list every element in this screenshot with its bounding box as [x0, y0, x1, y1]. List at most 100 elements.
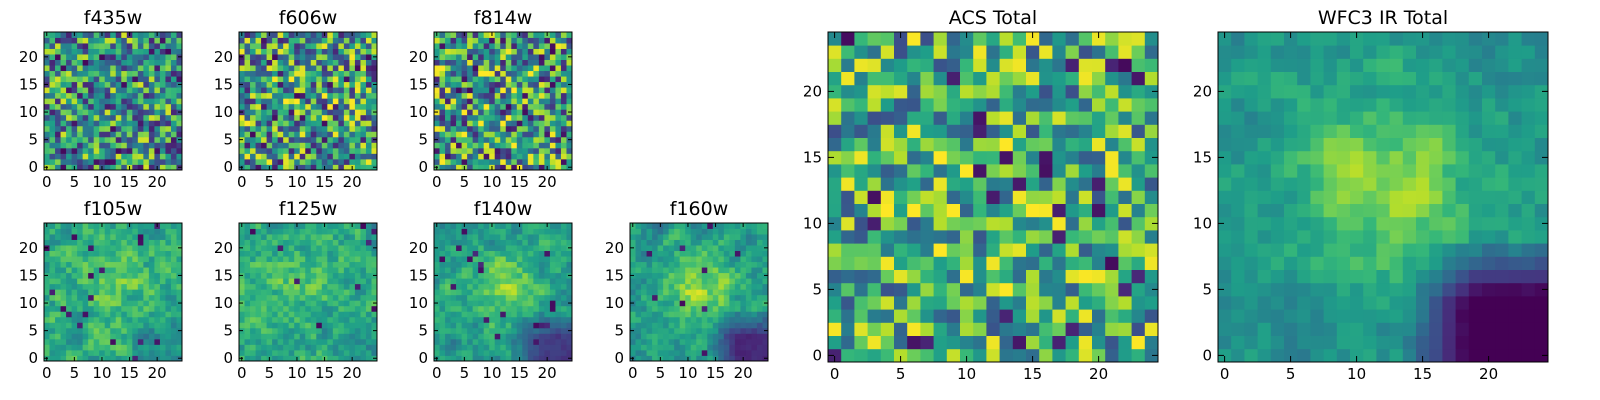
heatmap-cell [165, 289, 172, 296]
heatmap-cell [44, 267, 50, 274]
heatmap-cell [461, 158, 468, 165]
heatmap-cell [522, 153, 529, 160]
heatmap-cell [527, 48, 534, 55]
heatmap-cell [115, 355, 122, 362]
heatmap-cell [505, 158, 512, 165]
heatmap-cell [544, 327, 551, 334]
heatmap-cell [500, 316, 507, 323]
heatmap-cell [740, 272, 747, 279]
heatmap-cell [66, 147, 72, 154]
heatmap-cell [266, 114, 273, 121]
heatmap-cell [305, 65, 312, 72]
heatmap-cell [538, 338, 545, 345]
heatmap-cell [115, 37, 122, 44]
heatmap-cell [522, 283, 529, 290]
heatmap-cell [121, 103, 128, 110]
heatmap-cell [354, 355, 361, 362]
heatmap-cell [49, 349, 56, 356]
heatmap-cell [126, 300, 133, 307]
heatmap-cell [960, 269, 974, 284]
heatmap-cell [327, 239, 334, 246]
heatmap-cell [841, 296, 855, 310]
heatmap-cell [71, 333, 78, 340]
heatmap-cell [49, 278, 56, 285]
heatmap-cell [365, 344, 372, 351]
heatmap-cell [165, 278, 172, 285]
heatmap-cell [327, 228, 334, 235]
heatmap-cell [49, 103, 56, 110]
heatmap-cell [316, 234, 323, 240]
heatmap-cell [652, 223, 658, 229]
heatmap-cell [445, 98, 451, 105]
heatmap-cell [305, 43, 312, 49]
heatmap-cell [126, 272, 133, 279]
heatmap-cell [159, 87, 166, 94]
heatmap-cell [489, 54, 496, 60]
heatmap-cell [66, 92, 72, 99]
heatmap-cell [690, 245, 697, 251]
heatmap-cell [646, 289, 653, 296]
heatmap-cell [483, 272, 490, 279]
heatmap-cell [999, 348, 1014, 363]
heatmap-cell [516, 98, 523, 105]
heatmap-cell [250, 153, 256, 160]
heatmap-cell [261, 103, 267, 110]
heatmap-cell [371, 142, 378, 149]
heatmap-cell [137, 355, 144, 362]
heatmap-cell [472, 158, 479, 165]
heatmap-cell [511, 125, 518, 132]
heatmap-cell [718, 355, 725, 362]
heatmap-cell [299, 120, 306, 127]
heatmap-cell [261, 327, 267, 334]
heatmap-cell [283, 316, 290, 323]
heatmap-cell [751, 294, 758, 301]
heatmap-cell [729, 327, 736, 334]
heatmap-cell [338, 239, 345, 246]
heatmap-cell [734, 305, 741, 312]
heatmap-cell [71, 136, 78, 143]
heatmap-cell [516, 327, 523, 334]
heatmap-cell [71, 59, 78, 66]
heatmap-cell [549, 109, 556, 116]
heatmap-cell [132, 250, 139, 257]
heatmap-cell [137, 114, 144, 121]
heatmap-cell [712, 239, 719, 246]
heatmap-cell [261, 355, 267, 362]
heatmap-cell [522, 54, 529, 60]
heatmap-cell [527, 142, 534, 149]
heatmap-cell [544, 131, 551, 138]
heatmap-cell [93, 70, 100, 77]
heatmap-cell [272, 234, 279, 240]
heatmap-cell [71, 278, 78, 285]
heatmap-cell [250, 239, 256, 246]
heatmap-cell [467, 283, 474, 290]
heatmap-cell [828, 230, 842, 244]
heatmap-cell [560, 136, 567, 143]
heatmap-cell [132, 333, 139, 340]
heatmap-cell [88, 92, 95, 99]
heatmap-cell [261, 87, 267, 94]
heatmap-cell [751, 234, 758, 240]
heatmap-cell [527, 120, 534, 127]
heatmap-cell [560, 131, 567, 138]
heatmap-cell [560, 316, 567, 323]
heatmap-cell [332, 136, 339, 143]
heatmap-cell [354, 272, 361, 279]
heatmap-cell [1012, 269, 1027, 284]
heatmap-cell [1078, 282, 1093, 297]
heatmap-cell [729, 333, 736, 340]
heatmap-cell [148, 267, 155, 274]
heatmap-cell [467, 250, 474, 257]
heatmap-cell [933, 269, 948, 284]
heatmap-cell [321, 311, 328, 318]
heatmap-cell [439, 136, 446, 143]
heatmap-cell [560, 98, 567, 105]
heatmap-cell [354, 316, 361, 323]
heatmap-cell [450, 305, 457, 312]
heatmap-cell [1039, 256, 1053, 270]
heatmap-cell [71, 283, 78, 290]
heatmap-cell [723, 338, 730, 345]
heatmap-cell [445, 43, 451, 49]
heatmap-cell [1131, 348, 1146, 363]
heatmap-cell [745, 261, 752, 268]
